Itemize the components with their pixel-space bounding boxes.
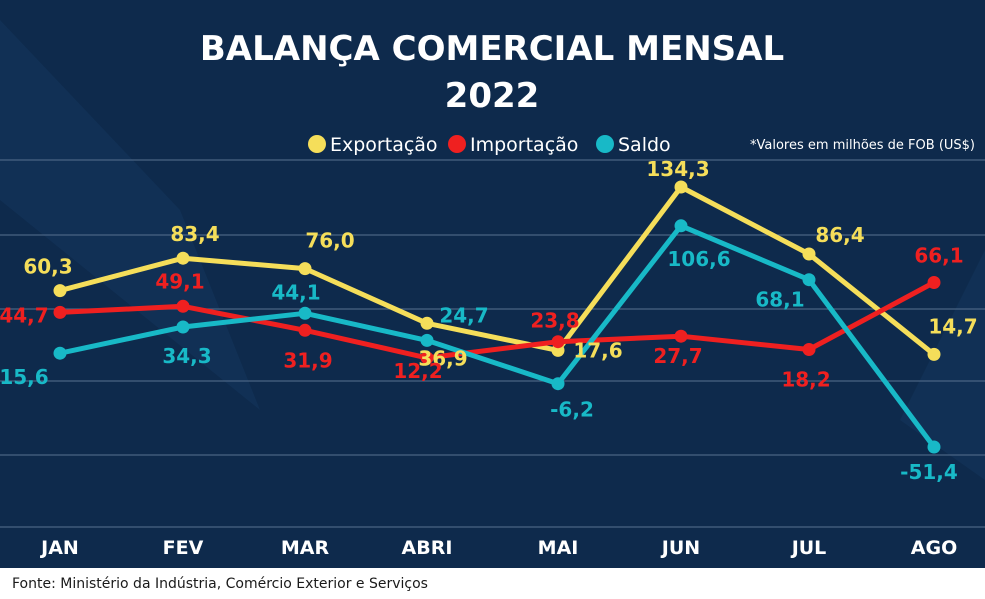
label-saldo-jan: 15,6 <box>0 365 49 389</box>
label-exportacao-fev: 83,4 <box>170 222 219 246</box>
point-importacao-jul <box>802 343 816 356</box>
label-saldo-jul: 68,1 <box>755 288 804 312</box>
label-exportacao-jul: 86,4 <box>815 223 864 247</box>
point-importacao-ago <box>927 276 941 289</box>
label-saldo-abri: 24,7 <box>439 303 488 327</box>
point-saldo-mar <box>298 306 312 320</box>
label-saldo-mai: -6,2 <box>550 398 594 422</box>
label-saldo-ago: -51,4 <box>900 460 958 484</box>
point-saldo-ago <box>927 440 941 454</box>
point-importacao-mar <box>298 323 312 337</box>
x-tick-mai: MAI <box>538 537 579 559</box>
point-importacao-jan <box>53 305 67 319</box>
x-tick-abri: ABRI <box>402 537 453 559</box>
point-saldo-jul <box>802 273 816 287</box>
point-exportacao-abri <box>420 316 434 330</box>
x-tick-ago: AGO <box>911 537 957 559</box>
x-tick-fev: FEV <box>163 537 204 559</box>
label-saldo-mar: 44,1 <box>271 280 320 304</box>
decor-band-left <box>0 20 260 410</box>
source-text: Fonte: Ministério da Indústria, Comércio… <box>12 576 428 592</box>
point-exportacao-jun <box>674 180 688 194</box>
label-saldo-jun: 106,6 <box>667 247 730 271</box>
label-exportacao-mar: 76,0 <box>305 229 354 253</box>
label-saldo-fev: 34,3 <box>162 344 211 368</box>
x-tick-mar: MAR <box>281 537 330 559</box>
label-importacao-jun: 27,7 <box>653 344 702 368</box>
point-importacao-fev <box>176 299 190 313</box>
point-exportacao-fev <box>176 251 190 265</box>
values-note: *Valores em milhões de FOB (US$) <box>750 138 975 153</box>
point-exportacao-jul <box>802 247 816 261</box>
label-importacao-mai: 23,8 <box>530 309 579 333</box>
label-exportacao-jan: 60,3 <box>23 255 72 279</box>
label-importacao-jan: 44,7 <box>0 303 49 327</box>
line-importacao <box>57 280 937 361</box>
x-axis-ticks: JAN FEV MAR ABRI MAI JUN JUL AGO <box>39 537 957 559</box>
chart-subtitle: 2022 <box>445 76 540 116</box>
point-saldo-jan <box>53 346 67 360</box>
point-saldo-fev <box>176 320 190 334</box>
label-exportacao-ago: 14,7 <box>928 314 977 338</box>
label-importacao-ago: 66,1 <box>914 244 963 268</box>
legend-label-exportacao: Exportação <box>330 134 438 156</box>
legend-dot-exportacao <box>308 135 326 153</box>
legend-label-saldo: Saldo <box>618 134 671 156</box>
label-exportacao-mai: 17,6 <box>573 338 622 362</box>
point-importacao-abri <box>420 351 434 365</box>
x-tick-jul: JUL <box>790 537 827 559</box>
point-exportacao-ago <box>927 347 941 361</box>
label-exportacao-jun: 134,3 <box>646 157 709 181</box>
data-labels: 60,3 83,4 76,0 36,9 17,6 134,3 86,4 14,7 44,7 49,… <box>0 157 978 484</box>
x-tick-jan: JAN <box>39 537 79 559</box>
point-exportacao-jan <box>53 284 67 298</box>
legend-dot-importacao <box>448 135 466 153</box>
label-importacao-jul: 18,2 <box>781 368 830 392</box>
label-importacao-mar: 31,9 <box>283 348 332 372</box>
label-importacao-fev: 49,1 <box>155 269 204 293</box>
line-saldo <box>57 223 937 450</box>
label-exportacao-abri: 36,9 <box>418 346 467 370</box>
x-tick-jun: JUN <box>660 537 700 559</box>
legend-dot-saldo <box>596 135 614 153</box>
series-points <box>53 180 941 454</box>
gridlines <box>0 159 985 528</box>
point-saldo-abri <box>420 333 434 347</box>
decor-band-right <box>900 250 985 480</box>
point-importacao-jun <box>674 329 688 343</box>
point-importacao-mai <box>551 335 565 349</box>
footer-background <box>0 568 985 599</box>
label-importacao-abri: 12,2 <box>393 359 442 383</box>
chart-title: BALANÇA COMERCIAL MENSAL <box>200 29 784 69</box>
point-saldo-jun <box>674 219 688 233</box>
legend-label-importacao: Importação <box>470 134 578 156</box>
point-exportacao-mar <box>298 262 312 276</box>
point-saldo-mai <box>551 377 565 391</box>
line-exportacao <box>57 184 937 357</box>
series-lines <box>57 184 937 450</box>
legend: Exportação Importação Saldo <box>308 134 671 156</box>
